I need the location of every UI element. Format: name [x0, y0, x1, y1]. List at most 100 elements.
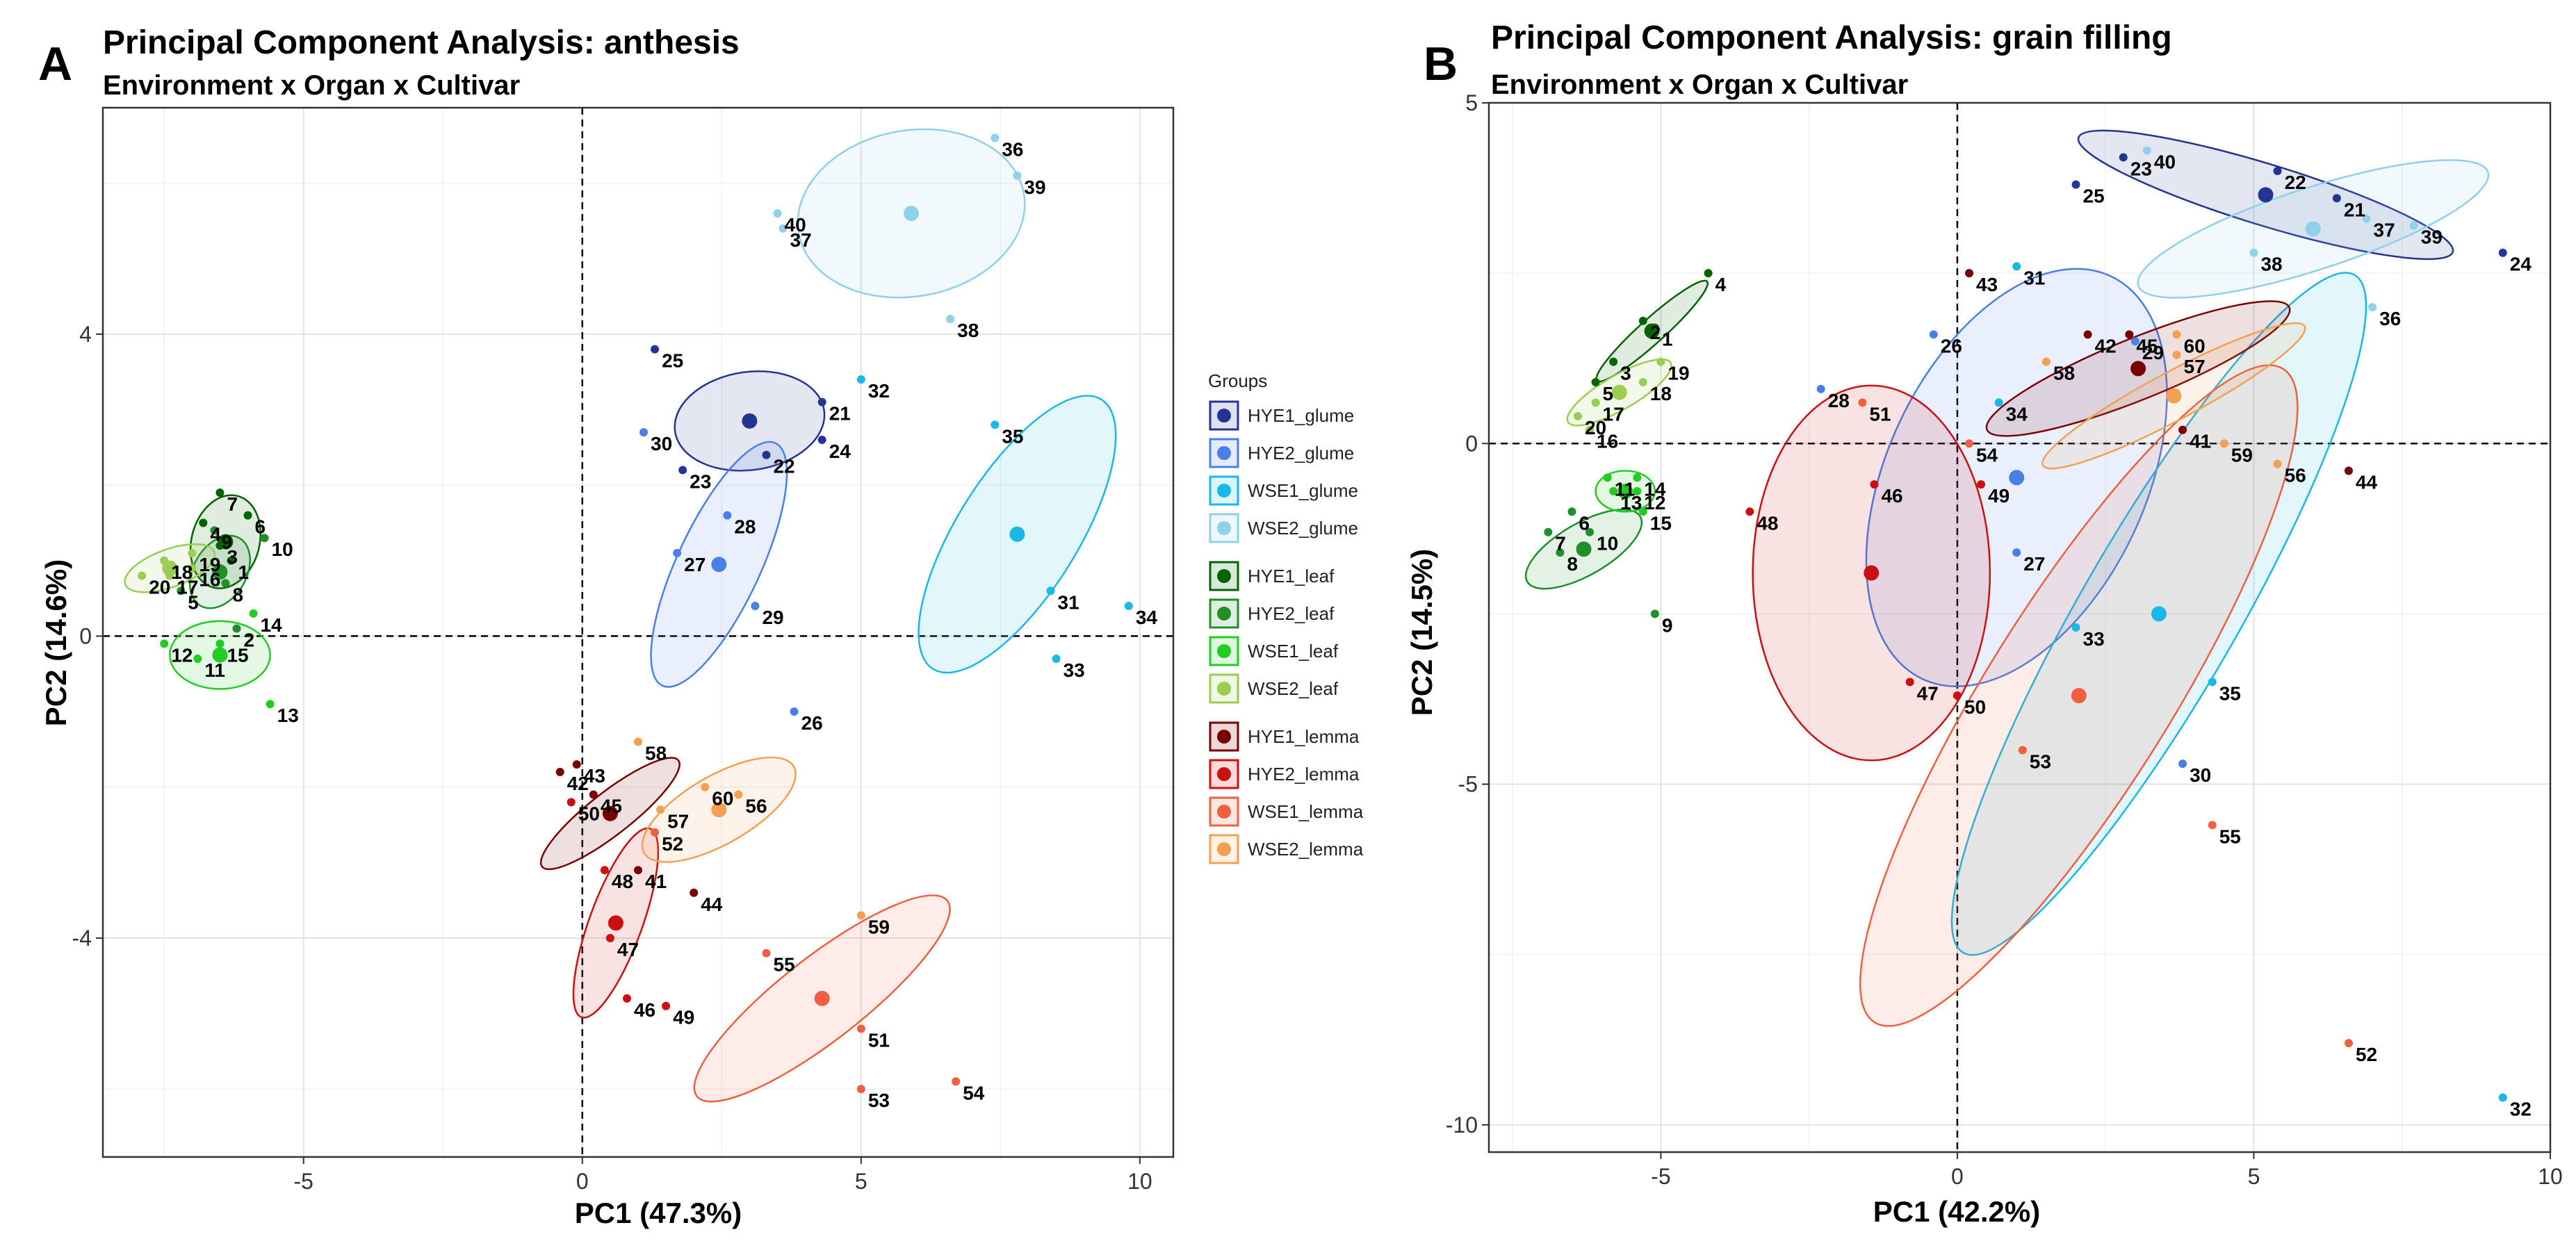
point-33: [1052, 655, 1061, 664]
legend-label-HYE2_leaf: HYE2_leaf: [1248, 603, 1335, 624]
point-label-27: 27: [684, 554, 706, 575]
panel-a-title: Principal Component Analysis: anthesis: [103, 24, 740, 61]
legend-dot-WSE2_lemma: [1217, 842, 1231, 856]
point-label-17: 17: [177, 577, 198, 598]
x-tick-label: -5: [1651, 1164, 1670, 1189]
point-label-30: 30: [2190, 764, 2211, 786]
point-9: [1650, 609, 1659, 618]
point-53: [2018, 746, 2027, 755]
point-42: [555, 767, 564, 776]
point-44: [2344, 466, 2353, 475]
point-23: [678, 466, 687, 475]
y-tick-label: 0: [79, 623, 92, 648]
panel-a-xlabel: PC1 (47.3%): [575, 1197, 742, 1229]
point-54: [1964, 439, 1973, 448]
point-label-36: 36: [2379, 308, 2401, 329]
panel-a-ylabel: PC2 (14.6%): [40, 559, 72, 726]
point-label-55: 55: [773, 954, 794, 976]
point-34: [1994, 398, 2003, 407]
point-56: [734, 790, 743, 799]
point-label-12: 12: [1644, 492, 1665, 514]
panel-b-title: Principal Component Analysis: grain fill…: [1491, 19, 2172, 56]
point-8: [221, 579, 230, 588]
group-centroids: [1576, 187, 2321, 704]
point-18: [1638, 378, 1647, 387]
point-label-48: 48: [1756, 512, 1778, 534]
point-49: [662, 1001, 671, 1010]
point-29: [2130, 337, 2139, 346]
point-label-34: 34: [1136, 607, 1158, 628]
point-label-52: 52: [2356, 1044, 2377, 1065]
point-12: [160, 639, 169, 648]
point-label-28: 28: [1828, 390, 1850, 411]
data-points: [138, 133, 1133, 1094]
point-26: [1929, 330, 1938, 339]
panel-a-letter: A: [38, 38, 72, 90]
plot-background: [1489, 103, 2550, 1152]
point-11: [193, 655, 202, 664]
panel-a-subtitle: Environment x Organ x Cultivar: [103, 70, 520, 101]
point-14: [249, 609, 258, 618]
centroid-HYE2_leaf: [212, 564, 228, 580]
point-label-9: 9: [1662, 614, 1673, 636]
point-48: [600, 866, 609, 875]
y-tick-label: -10: [1446, 1112, 1478, 1138]
legend-dot-HYE2_lemma: [1217, 767, 1231, 781]
point-label-44: 44: [701, 894, 723, 915]
point-label-22: 22: [2285, 172, 2306, 193]
point-57: [656, 805, 665, 814]
point-label-5: 5: [188, 591, 199, 613]
point-label-6: 6: [255, 516, 266, 538]
point-2: [232, 624, 241, 633]
centroid-WSE2_lemma: [2166, 388, 2182, 404]
point-label-14: 14: [1644, 478, 1666, 500]
point-label-55: 55: [2219, 826, 2241, 847]
point-45: [2125, 330, 2134, 339]
point-label-54: 54: [1976, 444, 1998, 466]
point-label-7: 7: [227, 493, 238, 515]
point-60: [2172, 330, 2181, 339]
y-tick-label: 0: [1465, 431, 1478, 456]
point-50: [1953, 691, 1962, 700]
panel-b-letter: B: [1424, 38, 1458, 90]
centroid-WSE1_leaf: [1617, 483, 1633, 499]
point-label-59: 59: [2231, 444, 2253, 466]
x-tick-label: 10: [2538, 1164, 2563, 1189]
point-39: [2409, 221, 2418, 230]
point-label-20: 20: [149, 577, 170, 598]
point-label-27: 27: [2023, 553, 2045, 575]
point-label-19: 19: [1668, 363, 1689, 384]
point-11: [1603, 473, 1612, 482]
point-19: [1656, 357, 1665, 366]
point-label-37: 37: [2374, 220, 2395, 241]
point-38: [946, 315, 955, 324]
point-17: [1591, 398, 1600, 407]
point-label-42: 42: [2095, 335, 2117, 356]
point-12: [1633, 486, 1642, 495]
point-13: [1609, 486, 1618, 495]
panel-b-plot: 1234567891011121314151617181920212223242…: [1446, 90, 2563, 1189]
centroid-HYE1_leaf: [218, 534, 234, 550]
point-21: [2332, 194, 2341, 203]
point-7: [215, 488, 225, 498]
legend-dot-HYE1_glume: [1217, 409, 1231, 422]
point-label-2: 2: [244, 630, 255, 651]
point-22: [2273, 167, 2282, 176]
point-51: [856, 1024, 865, 1033]
point-label-23: 23: [2130, 158, 2152, 179]
point-label-10: 10: [1597, 533, 1618, 555]
centroid-HYE2_lemma: [1864, 565, 1880, 581]
point-label-16: 16: [1597, 431, 1618, 452]
point-51: [1858, 398, 1867, 407]
legend-label-HYE2_lemma: HYE2_lemma: [1248, 764, 1360, 785]
legend-label-HYE1_glume: HYE1_glume: [1248, 405, 1354, 426]
legend-dot-WSE1_glume: [1217, 484, 1231, 498]
x-tick-label: 0: [576, 1169, 589, 1194]
point-label-60: 60: [2184, 335, 2206, 356]
point-16: [188, 564, 197, 573]
point-label-29: 29: [2142, 342, 2164, 363]
point-53: [856, 1085, 865, 1094]
point-27: [2012, 548, 2021, 557]
point-label-4: 4: [210, 523, 221, 545]
point-label-51: 51: [1869, 403, 1891, 425]
